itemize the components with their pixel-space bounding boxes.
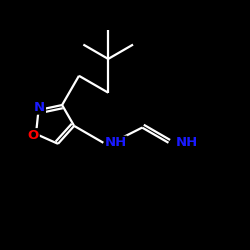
- Text: NH: NH: [176, 136, 198, 149]
- Text: NH: NH: [104, 136, 127, 149]
- Text: O: O: [28, 129, 39, 142]
- Text: N: N: [34, 101, 45, 114]
